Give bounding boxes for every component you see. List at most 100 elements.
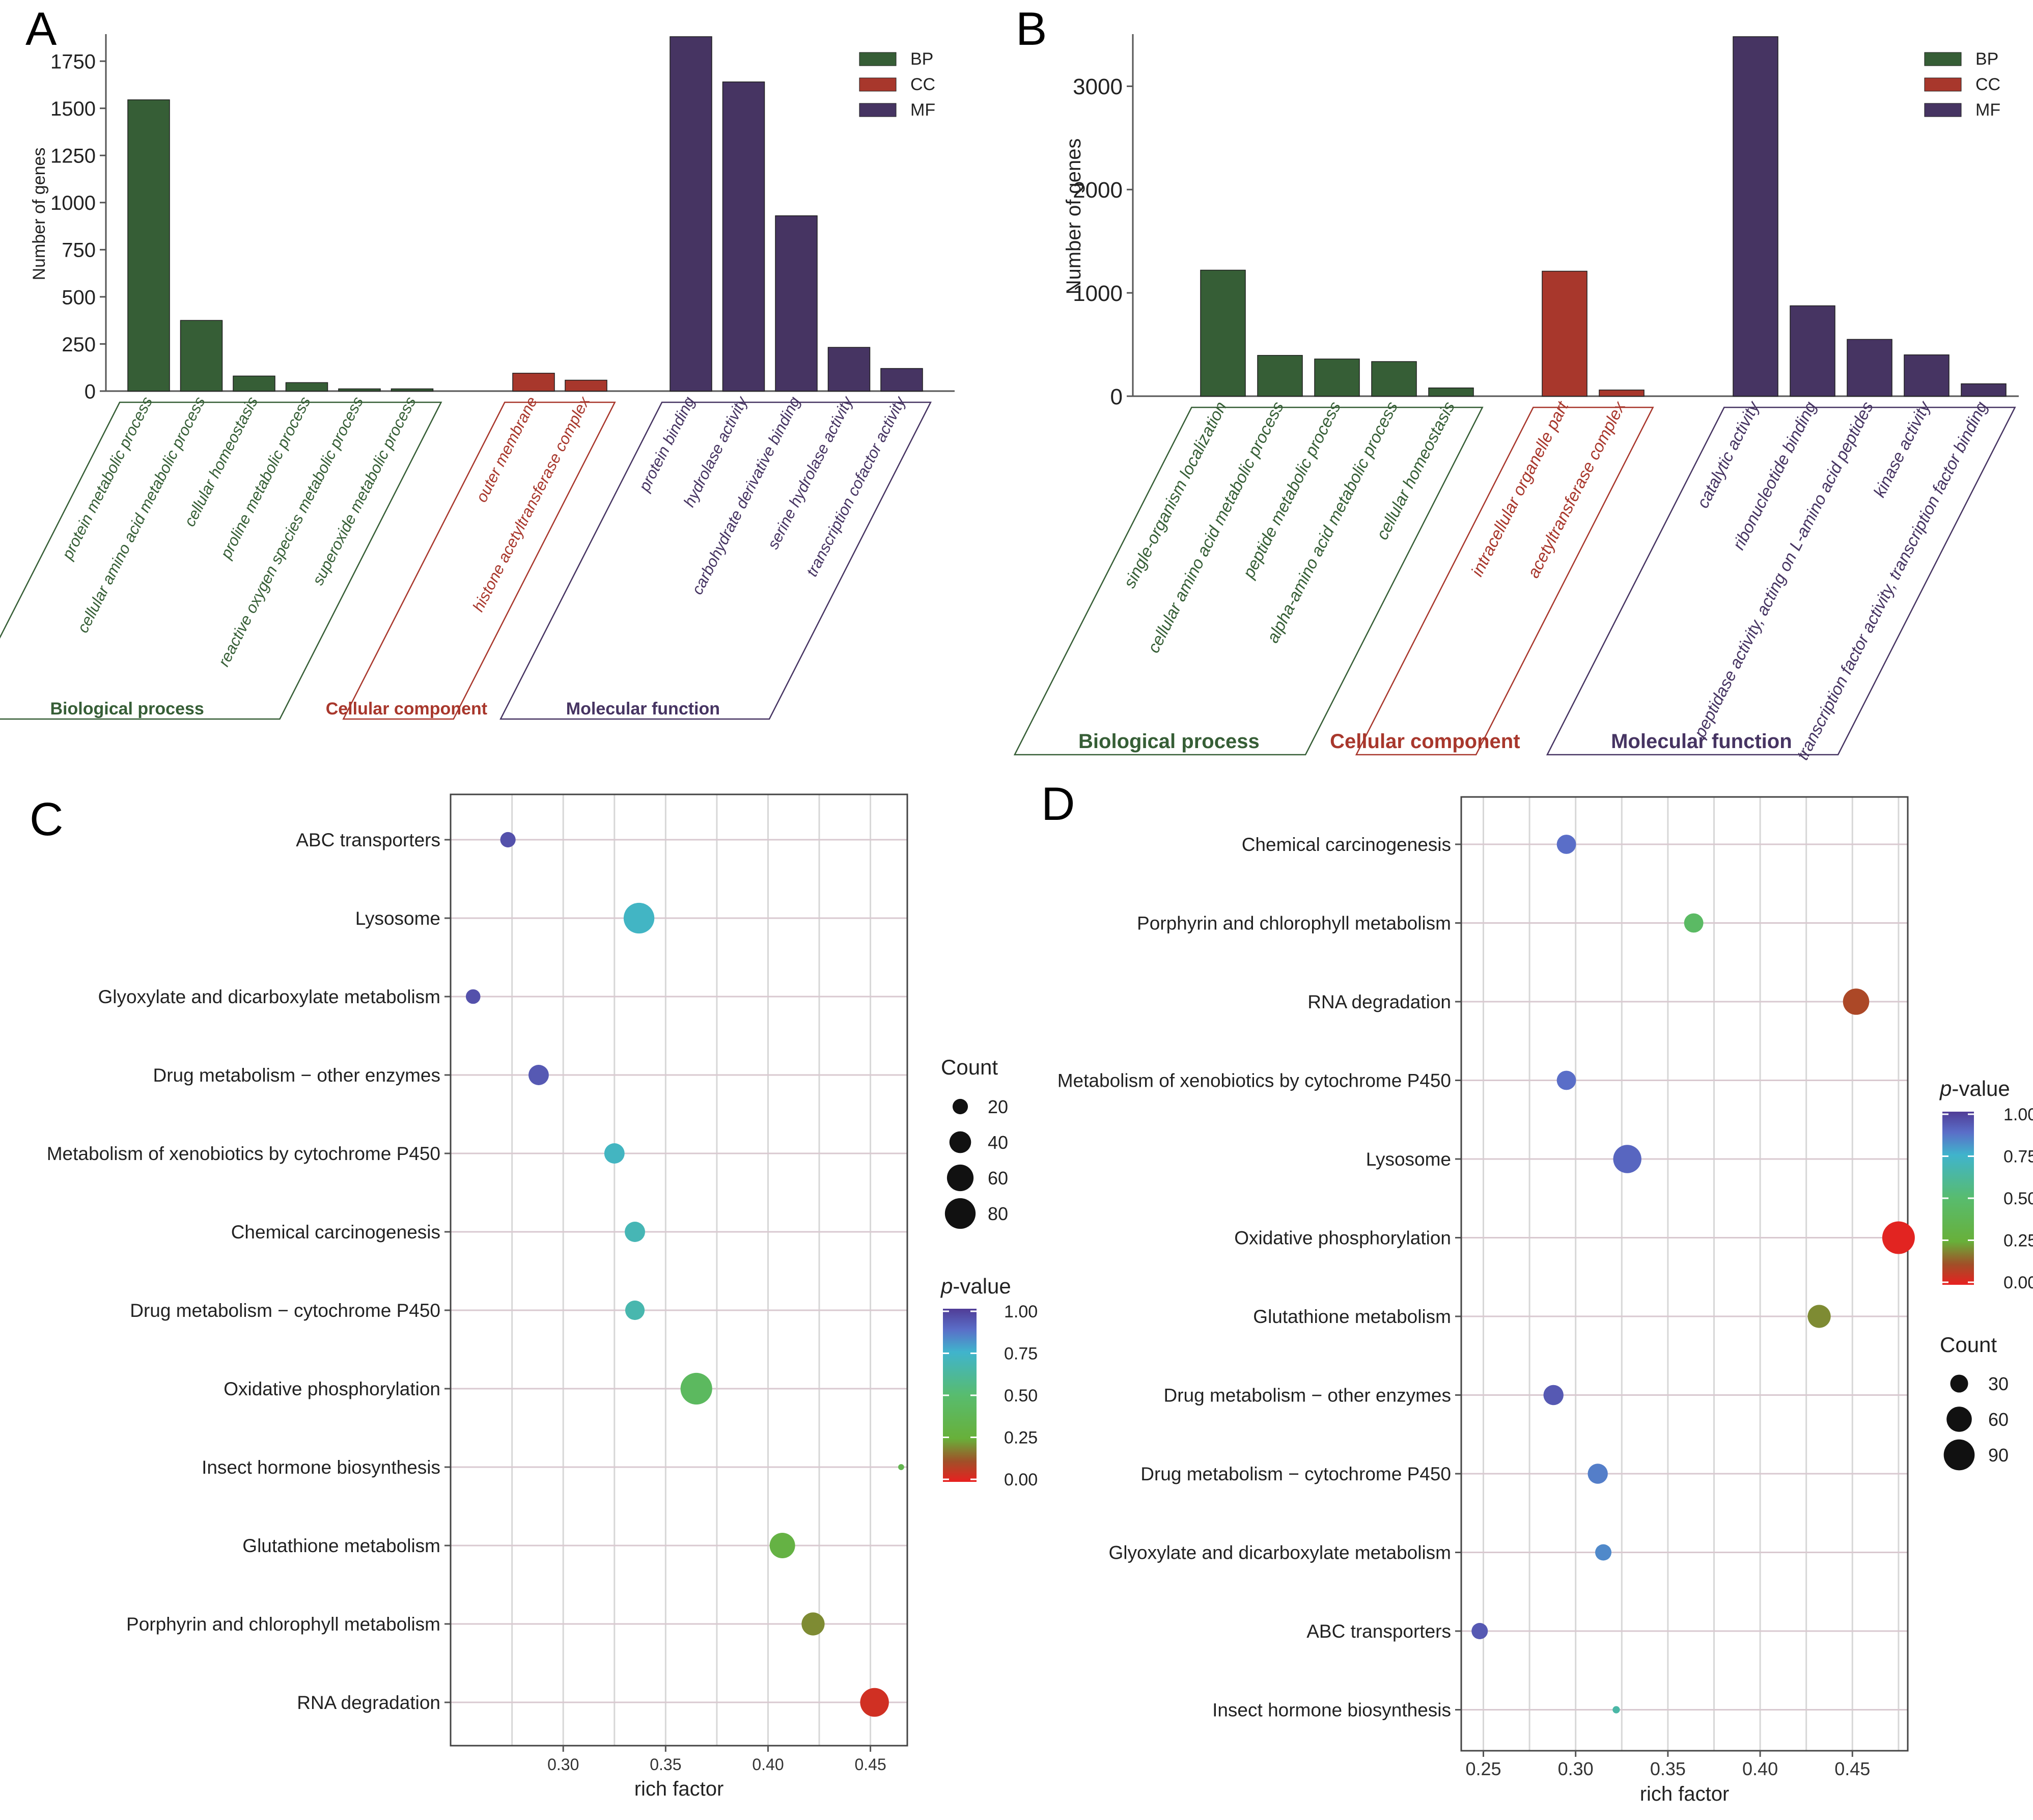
legend-swatch-cc xyxy=(1924,77,1962,92)
category-label-carbohydrate-derivative-binding: carbohydrate derivative binding xyxy=(688,394,803,597)
bar-catalytic-activity xyxy=(1733,36,1778,397)
bar-acetyltransferase-complex xyxy=(1599,390,1645,397)
go-bar-chart-b: 0 1000 2000 3000 Number of genes single-organ… xyxy=(1013,34,2019,763)
bar-superoxide-metabolic-process xyxy=(391,388,434,392)
x-tick-label: 0.45 xyxy=(1834,1758,1870,1779)
colorbar-tick-label: 0.00 xyxy=(1004,1470,1038,1490)
bubble-oxidative-phosphorylation xyxy=(1882,1221,1915,1254)
bar-single-organism-localization xyxy=(1200,269,1246,397)
pathway-label-porphyrin-and-chlorophyll-metabolism: Porphyrin and chlorophyll metabolism xyxy=(126,1614,440,1635)
x-tick-label: 0.30 xyxy=(547,1755,579,1774)
pathway-label-drug-metabolism-other-enzymes: Drug metabolism − other enzymes xyxy=(153,1065,441,1086)
bar-transcription-cofactor-activity xyxy=(880,368,923,392)
legend-swatch-mf xyxy=(1924,103,1962,117)
pvalue-legend-title-p: p xyxy=(940,1274,953,1298)
bubble-lysosome xyxy=(1613,1145,1641,1173)
bubble-glutathione-metabolism xyxy=(769,1532,795,1559)
pathway-label-chemical-carcinogenesis: Chemical carcinogenesis xyxy=(231,1222,440,1243)
bubble-chemical-carcinogenesis xyxy=(625,1222,645,1242)
legend-label-bp: BP xyxy=(910,49,933,69)
y-tick-label: 1000 xyxy=(1073,281,1123,306)
bar-serine-hydrolase-activity xyxy=(827,347,871,392)
kegg-bubble-chart-d: Chemical carcinogenesis Porphyrin and chl… xyxy=(1057,796,2033,1805)
bar-hydrolase-activity xyxy=(722,81,765,392)
bubble-drug-metabolism-other-enzymes xyxy=(1543,1385,1564,1405)
bubble-oxidative-phosphorylation xyxy=(680,1372,712,1405)
bar-kinase-activity xyxy=(1904,354,1950,397)
group-bracket-cc xyxy=(342,401,616,720)
bubble-drug-metabolism-cytochrome-p450 xyxy=(625,1300,645,1320)
bar-cellular-amino-acid-metabolic-process xyxy=(180,320,223,392)
pvalue-legend-title: p-value xyxy=(1939,1077,2010,1100)
category-label-catalytic-activity: catalytic activity xyxy=(1693,397,1763,511)
y-tick-label: 3000 xyxy=(1073,74,1123,99)
pathway-label-lysosome: Lysosome xyxy=(355,908,440,929)
count-legend-circle xyxy=(1946,1407,1972,1432)
bar-protein-binding xyxy=(670,36,712,392)
bar-histone-acetyltransferase-complex xyxy=(565,379,607,392)
pathway-label-rna-degradation: RNA degradation xyxy=(1307,991,1451,1012)
group-title-cc: Cellular component xyxy=(1330,730,1520,753)
bubble-rna-degradation xyxy=(1843,988,1870,1015)
y-tick-label: 1250 xyxy=(50,145,96,168)
legend-label-cc: CC xyxy=(1975,75,2000,94)
count-legend-label: 90 xyxy=(1988,1445,2009,1466)
pathway-label-metabolism-of-xenobiotics-by-cytochrome-p450: Metabolism of xenobiotics by cytochrome … xyxy=(47,1143,440,1164)
bubble-drug-metabolism-other-enzymes xyxy=(528,1065,549,1085)
count-legend-circle xyxy=(1950,1374,1968,1393)
count-legend-label: 80 xyxy=(988,1203,1008,1224)
count-legend-circle xyxy=(952,1098,968,1115)
category-label-single-organism-localization: single-organism localization xyxy=(1120,398,1230,591)
plot-frame xyxy=(450,793,908,1747)
bar-cellular-homeostasis xyxy=(1428,388,1474,397)
legend-label-mf: MF xyxy=(1975,100,2000,120)
bar-proline-metabolic-process xyxy=(285,382,328,392)
colorbar-tick-label: 0.75 xyxy=(1004,1344,1038,1364)
bar-transcription-factor-activity-transcription-factor-binding xyxy=(1961,383,2007,397)
x-tick-label: 0.25 xyxy=(1465,1758,1501,1779)
x-axis-title: rich factor xyxy=(1640,1783,1730,1805)
legend-label-bp: BP xyxy=(1975,49,1998,69)
pathway-label-glyoxylate-and-dicarboxylate-metabolism: Glyoxylate and dicarboxylate metabolism xyxy=(1109,1542,1452,1563)
count-legend-label: 40 xyxy=(988,1132,1008,1153)
pvalue-legend-title-rest: -value xyxy=(953,1274,1011,1298)
count-legend-label: 60 xyxy=(988,1168,1008,1189)
group-title-mf: Molecular function xyxy=(1611,730,1792,753)
pathway-label-insect-hormone-biosynthesis: Insect hormone biosynthesis xyxy=(1212,1699,1451,1720)
pathway-label-metabolism-of-xenobiotics-by-cytochrome-p450: Metabolism of xenobiotics by cytochrome … xyxy=(1057,1070,1451,1091)
panel-letter-d: D xyxy=(1041,778,1075,830)
group-title-mf: Molecular function xyxy=(566,699,720,719)
count-legend-label: 60 xyxy=(1988,1409,2009,1430)
pathway-label-abc-transporters: ABC transporters xyxy=(296,830,440,850)
colorbar-tick-label: 0.50 xyxy=(1004,1386,1038,1405)
legend-label-mf: MF xyxy=(910,100,935,120)
legend-swatch-mf xyxy=(859,103,897,117)
category-label-acetyltransferase-complex: acetyltransferase complex xyxy=(1523,398,1629,581)
group-bracket-mf xyxy=(499,401,932,720)
pathway-label-drug-metabolism-other-enzymes: Drug metabolism − other enzymes xyxy=(1164,1385,1452,1405)
y-tick-label: 1500 xyxy=(50,98,96,120)
count-legend-circle xyxy=(949,1131,971,1153)
bubble-metabolism-of-xenobiotics-by-cytochrome-p450 xyxy=(604,1143,625,1164)
x-tick-label: 0.45 xyxy=(854,1755,886,1774)
colorbar-tick-label: 0.50 xyxy=(2003,1189,2033,1208)
bar-reactive-oxygen-species-metabolic-process xyxy=(338,388,381,392)
group-bracket-mf xyxy=(1546,406,2016,756)
bar-peptidase-activity-acting-on-l-amino-acid-peptides xyxy=(1847,339,1892,397)
bar-cellular-amino-acid-metabolic-process xyxy=(1257,355,1303,397)
panel-letter-c: C xyxy=(30,793,63,845)
y-tick-label: 750 xyxy=(62,239,96,262)
pathway-label-insect-hormone-biosynthesis: Insect hormone biosynthesis xyxy=(202,1457,440,1478)
bubble-chemical-carcinogenesis xyxy=(1556,835,1576,854)
category-label-kinase-activity: kinase activity xyxy=(1870,397,1934,500)
bubble-porphyrin-and-chlorophyll-metabolism xyxy=(1684,913,1704,933)
category-label-transcription-cofactor-activity: transcription cofactor activity xyxy=(802,393,909,580)
pathway-label-lysosome: Lysosome xyxy=(1366,1149,1451,1170)
colorbar-tick-label: 1.00 xyxy=(2003,1105,2033,1124)
pathway-label-drug-metabolism-cytochrome-p450: Drug metabolism − cytochrome P450 xyxy=(1140,1464,1451,1484)
bar-peptide-metabolic-process xyxy=(1314,359,1360,397)
y-tick-label: 1750 xyxy=(50,51,96,73)
bar-ribonucleotide-binding xyxy=(1790,305,1835,397)
y-tick-label: 2000 xyxy=(1073,178,1123,203)
pathway-label-oxidative-phosphorylation: Oxidative phosphorylation xyxy=(224,1378,440,1399)
